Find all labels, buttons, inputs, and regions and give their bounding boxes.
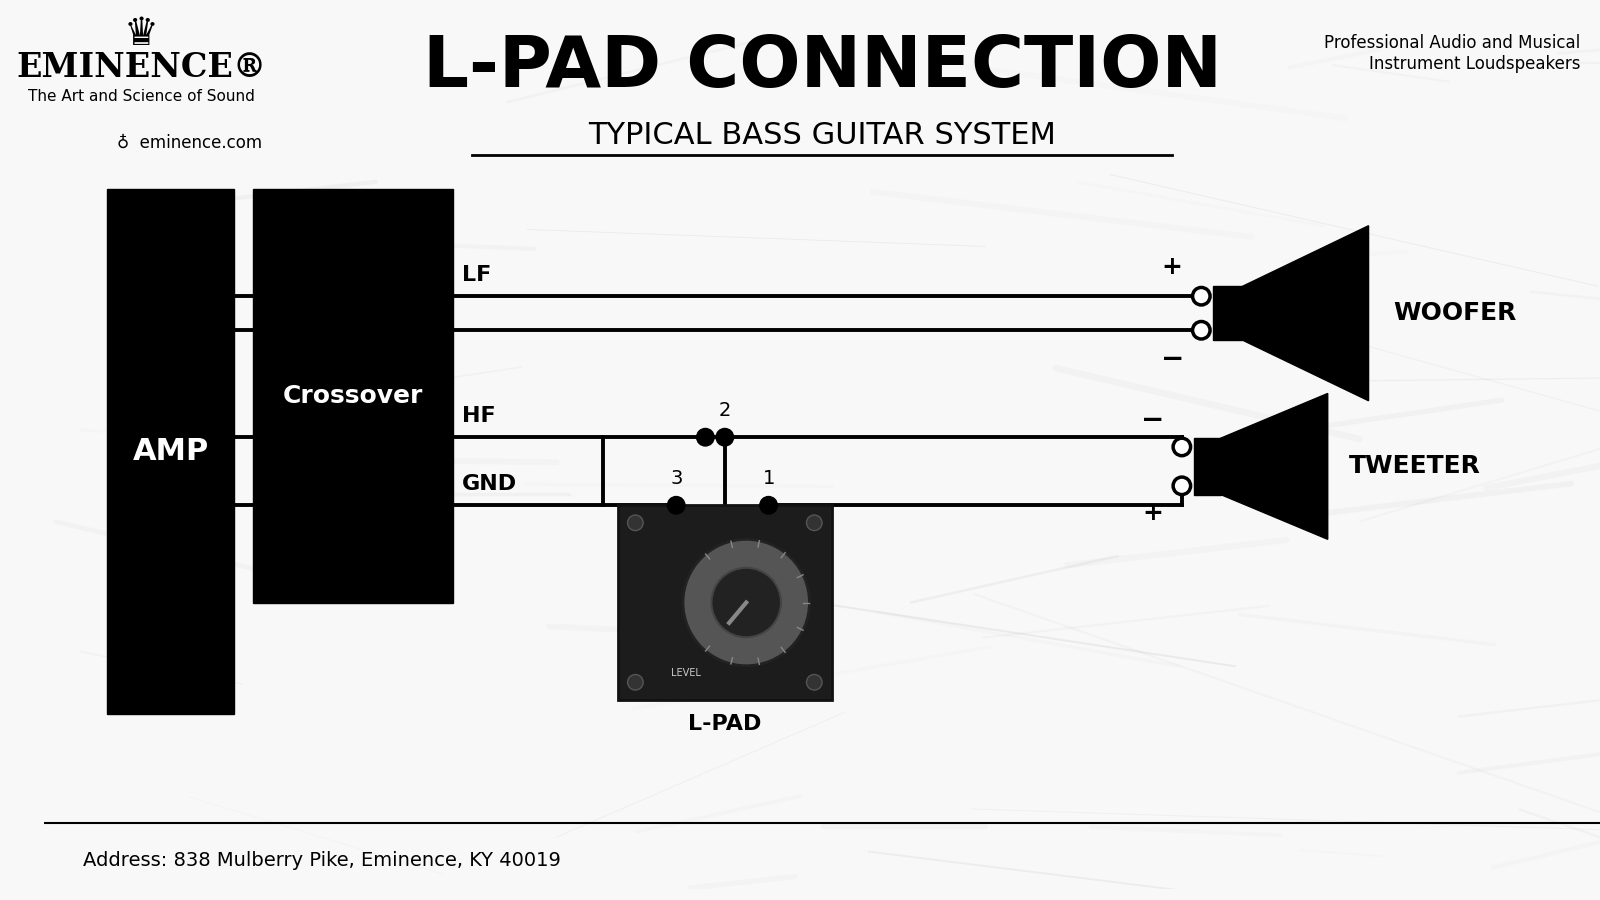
Text: +: + (1142, 501, 1163, 525)
Text: 2: 2 (718, 400, 731, 419)
Circle shape (806, 674, 822, 690)
Bar (107, 189, 234, 715)
Circle shape (760, 497, 778, 514)
Text: 3: 3 (670, 469, 682, 488)
Text: LF: LF (462, 265, 491, 284)
Text: AMP: AMP (133, 437, 208, 466)
Text: WOOFER: WOOFER (1394, 302, 1517, 325)
Text: TWEETER: TWEETER (1349, 454, 1482, 479)
Text: GND: GND (462, 473, 517, 493)
Text: ♛: ♛ (123, 14, 158, 53)
Bar (1213, 286, 1242, 340)
Polygon shape (1242, 226, 1368, 400)
Circle shape (627, 515, 643, 531)
Bar (253, 189, 453, 602)
Text: +: + (1162, 255, 1182, 279)
Text: LEVEL: LEVEL (672, 669, 701, 679)
Text: EMINENCE®: EMINENCE® (16, 51, 267, 85)
Polygon shape (1221, 393, 1328, 539)
Circle shape (696, 428, 714, 446)
Text: L-PAD: L-PAD (688, 715, 762, 734)
Text: L-PAD CONNECTION: L-PAD CONNECTION (422, 33, 1221, 103)
Text: Crossover: Crossover (283, 384, 422, 408)
Circle shape (683, 539, 810, 666)
Circle shape (1192, 321, 1210, 339)
Circle shape (1173, 438, 1190, 455)
Circle shape (717, 428, 733, 446)
Text: HF: HF (462, 406, 496, 426)
Text: TYPICAL BASS GUITAR SYSTEM: TYPICAL BASS GUITAR SYSTEM (589, 122, 1056, 150)
Circle shape (1173, 477, 1190, 495)
Bar (618, 505, 832, 700)
Text: Address: 838 Mulberry Pike, Eminence, KY 40019: Address: 838 Mulberry Pike, Eminence, KY… (83, 850, 562, 869)
Bar (1194, 438, 1221, 495)
Text: Professional Audio and Musical
Instrument Loudspeakers: Professional Audio and Musical Instrumen… (1325, 33, 1581, 73)
Text: −: − (1141, 406, 1165, 434)
Text: ♁  eminence.com: ♁ eminence.com (117, 133, 262, 151)
Circle shape (712, 568, 781, 637)
Text: −: − (1160, 346, 1184, 374)
Circle shape (1192, 287, 1210, 305)
Circle shape (627, 674, 643, 690)
Circle shape (806, 515, 822, 531)
Text: 1: 1 (762, 469, 774, 488)
Circle shape (667, 497, 685, 514)
Text: The Art and Science of Sound: The Art and Science of Sound (27, 89, 254, 104)
